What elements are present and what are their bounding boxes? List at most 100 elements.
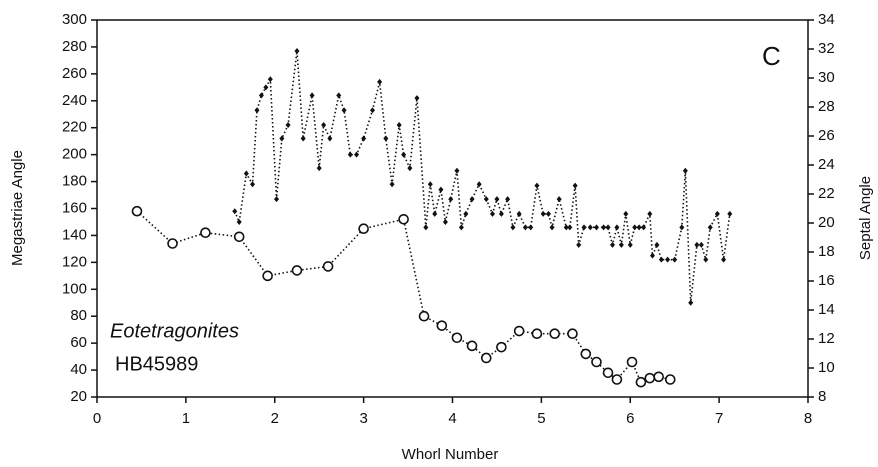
y-axis-label: Megastriae Angle (9, 150, 26, 266)
point (698, 241, 704, 248)
y2-tick-label: 32 (818, 40, 835, 57)
y-tick-label: 20 (70, 388, 87, 405)
point (300, 135, 306, 142)
point (250, 181, 256, 188)
panel-letter: C (762, 41, 781, 71)
point (285, 122, 291, 129)
y-tick-label: 260 (62, 65, 87, 82)
point (522, 224, 528, 231)
point (262, 270, 273, 282)
point (703, 256, 709, 263)
point (309, 92, 315, 99)
point (721, 256, 727, 263)
point (489, 210, 495, 217)
point (563, 224, 569, 231)
point (654, 241, 660, 248)
point (469, 196, 475, 203)
point (236, 218, 242, 225)
point (591, 356, 602, 368)
point (653, 371, 664, 383)
y-tick-label: 40 (70, 361, 87, 378)
point (605, 224, 611, 231)
point (438, 186, 444, 193)
point (232, 208, 238, 215)
point (274, 196, 280, 203)
x-axis-label: Whorl Number (402, 446, 499, 463)
point (649, 252, 655, 259)
point (377, 78, 383, 85)
point (714, 210, 720, 217)
x-tick-label: 4 (448, 410, 456, 427)
point (327, 135, 333, 142)
point (361, 135, 367, 142)
y-tick-label: 60 (70, 334, 87, 351)
point (396, 122, 402, 129)
y-tick-label: 300 (62, 11, 87, 28)
series-line (234, 50, 731, 303)
y2-tick-label: 12 (818, 330, 835, 347)
point (528, 224, 534, 231)
point (644, 372, 656, 384)
y-tick-label: 80 (70, 307, 87, 324)
point (316, 165, 322, 172)
point (576, 241, 582, 248)
point (336, 92, 342, 99)
point (505, 196, 511, 203)
y-tick-label: 140 (62, 226, 87, 243)
y2-tick-label: 30 (818, 69, 835, 86)
point (611, 374, 623, 385)
x-tick-label: 6 (626, 410, 634, 427)
point (580, 348, 592, 360)
point (131, 205, 143, 217)
x-tick-label: 8 (804, 410, 812, 427)
point (414, 95, 420, 102)
y2-tick-label: 22 (818, 185, 835, 202)
point (427, 181, 433, 188)
x-tick-label: 3 (359, 410, 367, 427)
x-tick-label: 7 (715, 410, 723, 427)
y2-tick-label: 20 (818, 214, 835, 231)
point (601, 224, 607, 231)
point (167, 238, 178, 249)
point (451, 332, 463, 344)
point (623, 210, 629, 217)
point (694, 241, 700, 248)
point (602, 367, 614, 379)
point (401, 151, 407, 158)
x-tick-label: 5 (537, 410, 545, 427)
point (383, 135, 389, 142)
point (258, 92, 264, 99)
y2-tick-label: 26 (818, 127, 835, 144)
point (354, 151, 360, 158)
point (510, 224, 516, 231)
point (448, 196, 454, 203)
point (480, 352, 492, 364)
point (243, 170, 249, 177)
point (549, 224, 555, 231)
point (641, 224, 647, 231)
point (263, 84, 269, 91)
point (267, 76, 273, 83)
y2-tick-label: 24 (818, 156, 835, 173)
point (233, 231, 245, 243)
y2-tick-label: 28 (818, 98, 835, 115)
point (567, 224, 573, 231)
point (291, 265, 303, 276)
point (436, 320, 448, 331)
point (454, 167, 460, 174)
point (294, 47, 300, 54)
point (442, 218, 448, 225)
point (322, 261, 334, 272)
point (476, 181, 482, 188)
point (498, 210, 504, 217)
point (627, 241, 633, 248)
point (572, 182, 578, 189)
point (389, 181, 395, 188)
point (496, 341, 507, 353)
point (494, 196, 500, 203)
point (581, 224, 587, 231)
y-tick-label: 160 (62, 199, 87, 216)
x-tick-label: 2 (271, 410, 279, 427)
point (279, 135, 285, 142)
point (516, 210, 522, 217)
